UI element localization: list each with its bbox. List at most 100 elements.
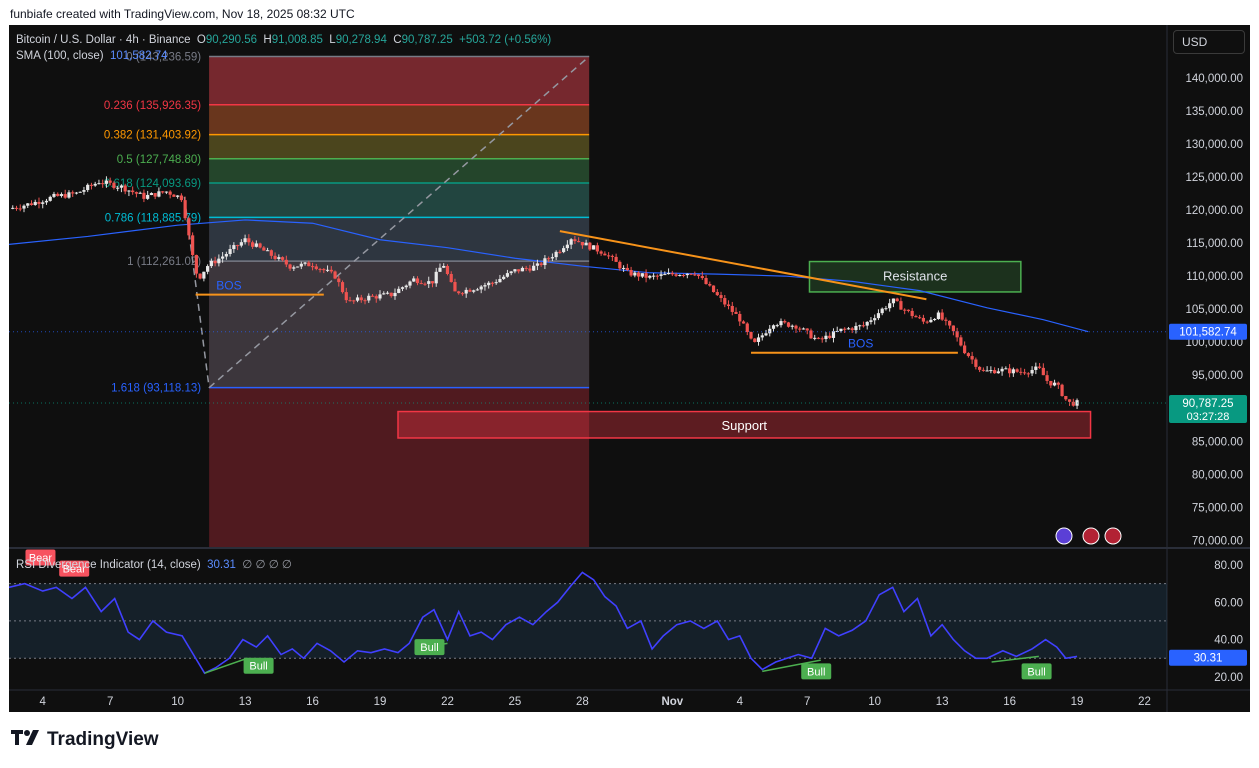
- rsi-dots: ∅ ∅ ∅ ∅: [242, 559, 292, 571]
- low-value: 90,278.94: [335, 34, 387, 46]
- candle-body: [479, 286, 483, 290]
- candle-body: [74, 192, 79, 194]
- bull-marker: [243, 657, 274, 674]
- candle-body: [858, 325, 862, 327]
- support-zone: [397, 410, 1092, 439]
- sma-label[interactable]: SMA (100, close): [16, 50, 104, 62]
- created-by-text: funbiafe created with TradingView.com, N…: [10, 7, 355, 21]
- candle-body: [622, 267, 626, 269]
- candle-body: [884, 308, 888, 310]
- candle-body: [378, 294, 382, 299]
- candle-body: [273, 255, 277, 259]
- candle-body: [700, 276, 704, 279]
- candle-body: [415, 278, 420, 284]
- fib-band: [209, 261, 590, 388]
- candle-body: [828, 335, 832, 338]
- candle-body: [104, 180, 109, 184]
- candle-body: [565, 244, 569, 249]
- candle-body: [805, 328, 809, 331]
- candle-body: [820, 338, 824, 340]
- symbol-title[interactable]: Bitcoin / U.S. Dollar · 4h · Binance: [16, 34, 191, 46]
- candle-body: [194, 254, 198, 274]
- time-tick-label: 16: [1003, 696, 1016, 708]
- bear-marker: [25, 549, 56, 566]
- candle-body: [921, 317, 926, 322]
- candle-body: [449, 273, 453, 283]
- price-tick-label: 130,000.00: [1185, 139, 1243, 151]
- candle-body: [412, 278, 416, 282]
- candle-body: [914, 316, 918, 318]
- candle-body: [595, 245, 599, 252]
- candle-body: [1060, 384, 1064, 396]
- candle-body: [314, 266, 318, 269]
- lightning-icon: [1055, 527, 1073, 545]
- candle-body: [880, 308, 884, 314]
- candle-body: [550, 257, 554, 259]
- open-value: 90,290.56: [205, 34, 258, 46]
- candle-body: [1011, 369, 1015, 374]
- candle-body: [996, 371, 1000, 374]
- candle-body: [929, 319, 933, 323]
- grid: [9, 25, 1250, 712]
- candle-body: [933, 318, 937, 320]
- candle-body: [232, 245, 236, 250]
- tradingview-logo[interactable]: TradingView: [11, 728, 159, 752]
- candle-body: [704, 278, 708, 285]
- candle-body: [490, 282, 495, 284]
- us-flag-icon: [1082, 527, 1100, 545]
- candle-body: [464, 289, 468, 294]
- rsi-label[interactable]: RSI Divergence Indicator (14, close): [16, 559, 201, 571]
- candle-body: [528, 268, 532, 271]
- candle-body: [153, 193, 157, 197]
- rsi-legend: RSI Divergence Indicator (14, close) 30.…: [16, 557, 292, 571]
- candle-body: [715, 292, 719, 296]
- price-chart[interactable]: 0 (143,236.59) 0.236 (135,926.35) 0.382 (1…: [9, 25, 1250, 712]
- candle-body: [951, 325, 955, 332]
- candle-body: [749, 332, 753, 339]
- candle-body: [809, 330, 813, 339]
- candle-body: [846, 328, 851, 330]
- candle-body: [569, 239, 573, 245]
- candle-body: [719, 295, 723, 299]
- currency-button[interactable]: USD: [1173, 30, 1245, 54]
- fib-band: [209, 104, 590, 135]
- candle-body: [794, 325, 798, 329]
- time-tick-label: 16: [306, 696, 319, 708]
- candle-body: [670, 272, 674, 275]
- candle-body: [250, 242, 255, 247]
- candle-body: [442, 265, 446, 268]
- candle-body: [419, 283, 423, 285]
- fib-lines: 0 (143,236.59) 0.236 (135,926.35) 0.382 (1…: [104, 51, 590, 395]
- candle-body: [86, 184, 90, 191]
- candle-body: [397, 288, 401, 293]
- candle-body: [494, 282, 498, 284]
- candle-body: [865, 321, 869, 326]
- candle-body: [209, 260, 213, 267]
- candle-body: [14, 207, 19, 209]
- candle-body: [981, 369, 985, 371]
- price-tick-label: 115,000.00: [1186, 238, 1243, 250]
- bos-label: BOS: [848, 337, 873, 351]
- rsi-value: 30.31: [207, 559, 236, 571]
- candle-body: [659, 274, 663, 276]
- candle-body: [29, 203, 34, 205]
- candle-body: [363, 300, 367, 302]
- candle-body: [603, 253, 607, 256]
- candle-body: [63, 194, 67, 198]
- candle-body: [678, 274, 682, 276]
- sma-polyline: [9, 219, 1089, 333]
- candle-body: [906, 309, 911, 311]
- candle-body: [824, 335, 828, 340]
- fib-level-label: 0.236 (135,926.35): [104, 100, 201, 112]
- resistance-zone: [808, 260, 1022, 293]
- candle-body: [228, 249, 232, 255]
- candle-body: [498, 278, 502, 283]
- candle-body: [146, 194, 150, 199]
- candle-body: [457, 291, 461, 294]
- candle-body: [149, 193, 154, 195]
- sma-value: 101,582.74: [109, 50, 168, 62]
- candle-body: [532, 265, 536, 271]
- candle-body: [903, 309, 907, 311]
- candle-body: [535, 263, 540, 266]
- candle-body: [816, 337, 821, 339]
